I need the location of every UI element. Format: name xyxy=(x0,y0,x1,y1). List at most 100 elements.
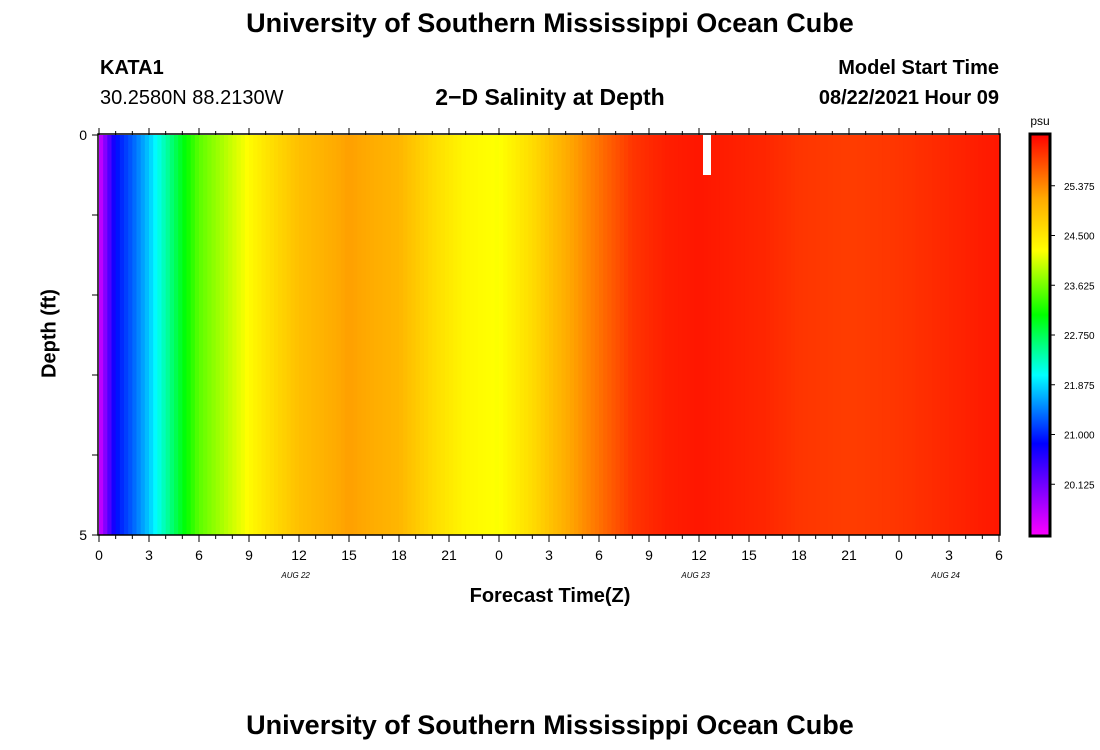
salinity-cell xyxy=(594,135,600,535)
salinity-cell xyxy=(440,135,446,535)
salinity-cell xyxy=(990,135,996,535)
salinity-cell xyxy=(407,135,413,535)
salinity-cell xyxy=(378,135,383,535)
salinity-cell xyxy=(232,135,238,535)
salinity-cell xyxy=(940,135,946,535)
x-tick-label: 0 xyxy=(95,547,103,563)
salinity-cell xyxy=(161,135,167,535)
salinity-cell xyxy=(932,135,938,535)
salinity-cell xyxy=(415,135,421,535)
salinity-cell xyxy=(974,135,979,535)
salinity-cell xyxy=(699,135,704,535)
salinity-cell xyxy=(561,135,567,535)
salinity-cell xyxy=(582,135,588,535)
salinity-cell xyxy=(490,135,496,535)
footer-title: University of Southern Mississippi Ocean… xyxy=(246,710,854,740)
salinity-cell xyxy=(836,135,842,535)
x-date-label: AUG 22 xyxy=(280,571,310,580)
salinity-cell xyxy=(924,135,929,535)
salinity-cell xyxy=(590,135,596,535)
salinity-cell xyxy=(903,135,908,535)
x-tick-label: 3 xyxy=(145,547,153,563)
salinity-cell xyxy=(507,135,513,535)
chart-subtitle: 2−D Salinity at Depth xyxy=(435,84,665,110)
salinity-cell xyxy=(782,135,788,535)
salinity-cell xyxy=(511,135,517,535)
salinity-cell xyxy=(569,135,575,535)
salinity-cell xyxy=(803,135,808,535)
salinity-cell xyxy=(269,135,275,535)
salinity-cell xyxy=(228,135,233,535)
salinity-cell xyxy=(653,135,658,535)
x-tick-label: 15 xyxy=(341,547,357,563)
salinity-cell xyxy=(774,135,779,535)
salinity-cell xyxy=(474,135,479,535)
salinity-cell xyxy=(369,135,375,535)
salinity-cell xyxy=(786,135,792,535)
salinity-cell xyxy=(174,135,179,535)
x-tick-label: 12 xyxy=(691,547,707,563)
salinity-cell xyxy=(340,135,346,535)
salinity-cell xyxy=(240,135,246,535)
salinity-cell xyxy=(878,135,883,535)
salinity-cell xyxy=(419,135,425,535)
colorbar-tick-label: 20.125 xyxy=(1064,480,1095,491)
salinity-cell xyxy=(303,135,308,535)
salinity-cell xyxy=(536,135,542,535)
salinity-cell xyxy=(636,135,642,535)
salinity-cell xyxy=(449,135,454,535)
salinity-cell xyxy=(728,135,733,535)
colorbar-tick-label: 23.625 xyxy=(1064,281,1095,292)
salinity-cell xyxy=(632,135,638,535)
data-gap-marker xyxy=(703,135,711,175)
salinity-cell xyxy=(386,135,392,535)
colorbar-tick-label: 21.875 xyxy=(1064,381,1095,392)
salinity-field xyxy=(99,135,1000,535)
salinity-cell xyxy=(953,135,958,535)
salinity-cell xyxy=(390,135,396,535)
salinity-cell xyxy=(532,135,538,535)
salinity-cell xyxy=(215,135,221,535)
x-tick-label: 21 xyxy=(441,547,457,563)
salinity-cell xyxy=(394,135,400,535)
salinity-cell xyxy=(265,135,271,535)
station-coordinates: 30.2580N 88.2130W xyxy=(100,87,284,109)
salinity-cell xyxy=(565,135,571,535)
salinity-cell xyxy=(382,135,388,535)
x-tick-label: 18 xyxy=(391,547,407,563)
salinity-cell xyxy=(815,135,821,535)
salinity-cell xyxy=(853,135,858,535)
model-start-label: Model Start Time xyxy=(838,57,999,79)
x-tick-label: 6 xyxy=(595,547,603,563)
salinity-cell xyxy=(840,135,846,535)
x-tick-label: 3 xyxy=(545,547,553,563)
salinity-cell xyxy=(153,135,158,535)
salinity-cell xyxy=(465,135,471,535)
salinity-cell xyxy=(611,135,617,535)
salinity-cell xyxy=(657,135,663,535)
colorbar-fill xyxy=(1030,134,1050,536)
salinity-cell xyxy=(411,135,417,535)
salinity-cell xyxy=(111,135,117,535)
salinity-cell xyxy=(982,135,988,535)
salinity-cell xyxy=(224,135,229,535)
salinity-cell xyxy=(882,135,888,535)
salinity-cell xyxy=(965,135,971,535)
salinity-cell xyxy=(586,135,592,535)
salinity-cell xyxy=(207,135,213,535)
salinity-cell xyxy=(357,135,363,535)
salinity-cell xyxy=(874,135,879,535)
salinity-cell xyxy=(719,135,725,535)
salinity-cell xyxy=(286,135,292,535)
salinity-cell xyxy=(253,135,258,535)
salinity-cell xyxy=(961,135,967,535)
x-date-label: AUG 23 xyxy=(680,571,710,580)
salinity-cell xyxy=(865,135,871,535)
salinity-cell xyxy=(890,135,896,535)
salinity-cell xyxy=(203,135,208,535)
salinity-cell xyxy=(374,135,379,535)
salinity-cell xyxy=(349,135,354,535)
salinity-cell xyxy=(528,135,533,535)
salinity-cell xyxy=(819,135,825,535)
salinity-cell xyxy=(986,135,992,535)
